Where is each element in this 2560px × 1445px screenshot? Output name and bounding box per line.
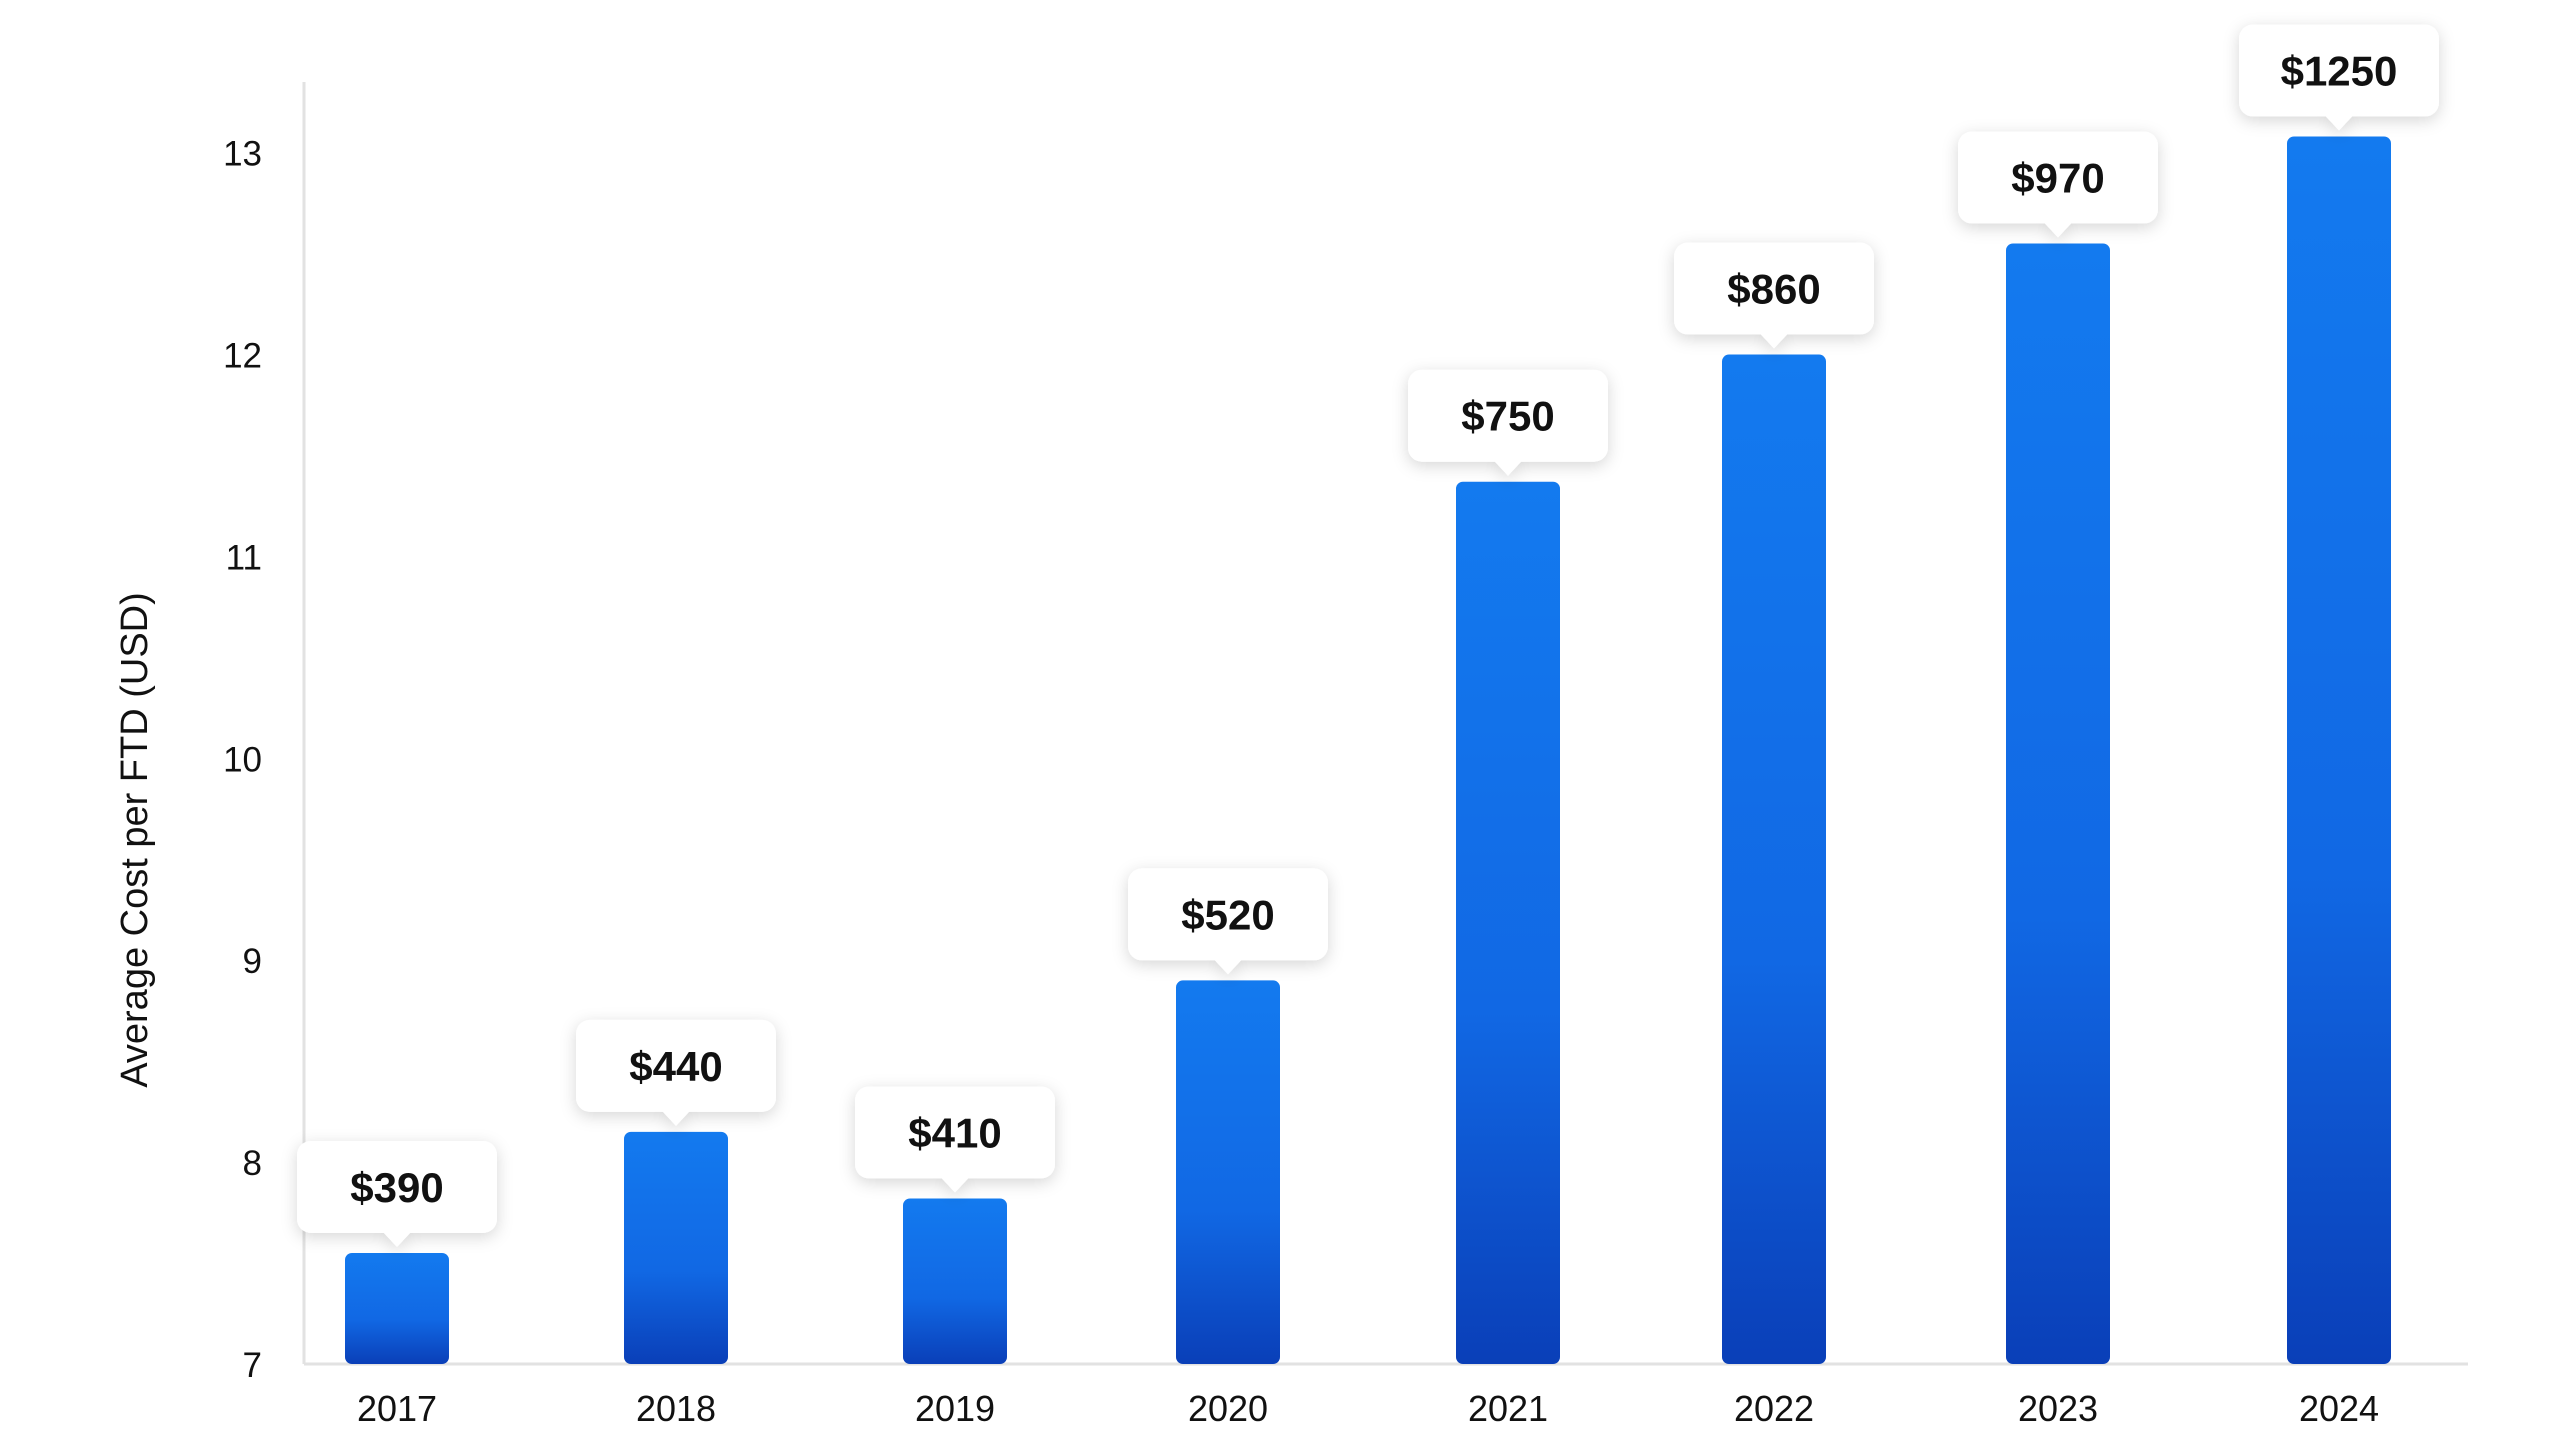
- data-label-pointer: [1494, 460, 1522, 476]
- y-axis-label: Average Cost per FTD (USD): [114, 592, 156, 1088]
- bar-2018: [624, 1131, 728, 1364]
- x-tick-labels: 2017 2018 2019 2020 2021 2022 2023 2024: [357, 1388, 2379, 1429]
- data-label-text: $860: [1727, 266, 1820, 313]
- data-label-box: [1408, 369, 1608, 462]
- x-tick-label-2019: 2019: [915, 1388, 995, 1429]
- data-label-text: $520: [1181, 891, 1274, 938]
- y-tick-label: 9: [243, 942, 262, 981]
- bar-2020: [1176, 980, 1280, 1364]
- data-label-pointer: [383, 1231, 411, 1247]
- data-label-2022: [1674, 242, 1874, 349]
- y-tick-label: 13: [223, 135, 262, 174]
- bar-2021: [1456, 481, 1560, 1365]
- data-label-pointer: [941, 1177, 969, 1193]
- x-tick-label-2017: 2017: [357, 1388, 437, 1429]
- data-label-text: $750: [1461, 393, 1554, 440]
- data-label-text: $440: [629, 1043, 722, 1090]
- data-label-pointer: [1760, 333, 1788, 349]
- bar-2017: [345, 1252, 449, 1364]
- x-tick-label-2021: 2021: [1468, 1388, 1548, 1429]
- bar-2022: [1722, 354, 1826, 1365]
- data-label-2017: [297, 1140, 497, 1247]
- data-label-2021: [1408, 369, 1608, 476]
- y-tick-label: 8: [243, 1144, 262, 1183]
- data-label-text: $1250: [2281, 48, 2398, 95]
- data-label-box: [1958, 131, 2158, 224]
- data-label-2024: [2239, 24, 2439, 131]
- data-label-text: $410: [908, 1109, 1001, 1156]
- data-label-box: [855, 1086, 1055, 1179]
- data-label-2023: [1958, 131, 2158, 238]
- data-label-2019: [855, 1086, 1055, 1193]
- data-label-2018: [576, 1019, 776, 1126]
- bar-2024: [2287, 136, 2391, 1364]
- x-tick-label-2023: 2023: [2018, 1388, 2098, 1429]
- data-label-pointer: [1214, 959, 1242, 975]
- x-tick-label-2024: 2024: [2299, 1388, 2379, 1429]
- y-tick-labels: 7 8 9 10 11 12 13: [223, 135, 262, 1385]
- data-label-box: [576, 1019, 776, 1112]
- data-label-box: [1674, 242, 1874, 335]
- data-label-text: $390: [350, 1164, 443, 1211]
- data-label-pointer: [662, 1110, 690, 1126]
- x-tick-label-2018: 2018: [636, 1388, 716, 1429]
- data-label-text: $970: [2011, 155, 2104, 202]
- x-tick-label-2022: 2022: [1734, 1388, 1814, 1429]
- bars-layer: [345, 136, 2391, 1365]
- y-tick-label: 10: [223, 740, 262, 779]
- y-tick-label: 12: [223, 337, 262, 376]
- bar-2019: [903, 1198, 1007, 1364]
- data-label-box: [1128, 868, 1328, 961]
- y-tick-label: 7: [243, 1346, 262, 1385]
- x-tick-label-2020: 2020: [1188, 1388, 1268, 1429]
- data-label-box: [2239, 24, 2439, 117]
- bar-2023: [2006, 243, 2110, 1364]
- data-label-2020: [1128, 868, 1328, 975]
- y-tick-label: 11: [226, 538, 262, 577]
- data-label-box: [297, 1140, 497, 1233]
- data-label-pointer: [2325, 115, 2353, 131]
- data-label-pointer: [2044, 222, 2072, 238]
- data-labels-layer: $390 $440 $410 $520 $750 $860 $970 $1250: [297, 24, 2439, 1247]
